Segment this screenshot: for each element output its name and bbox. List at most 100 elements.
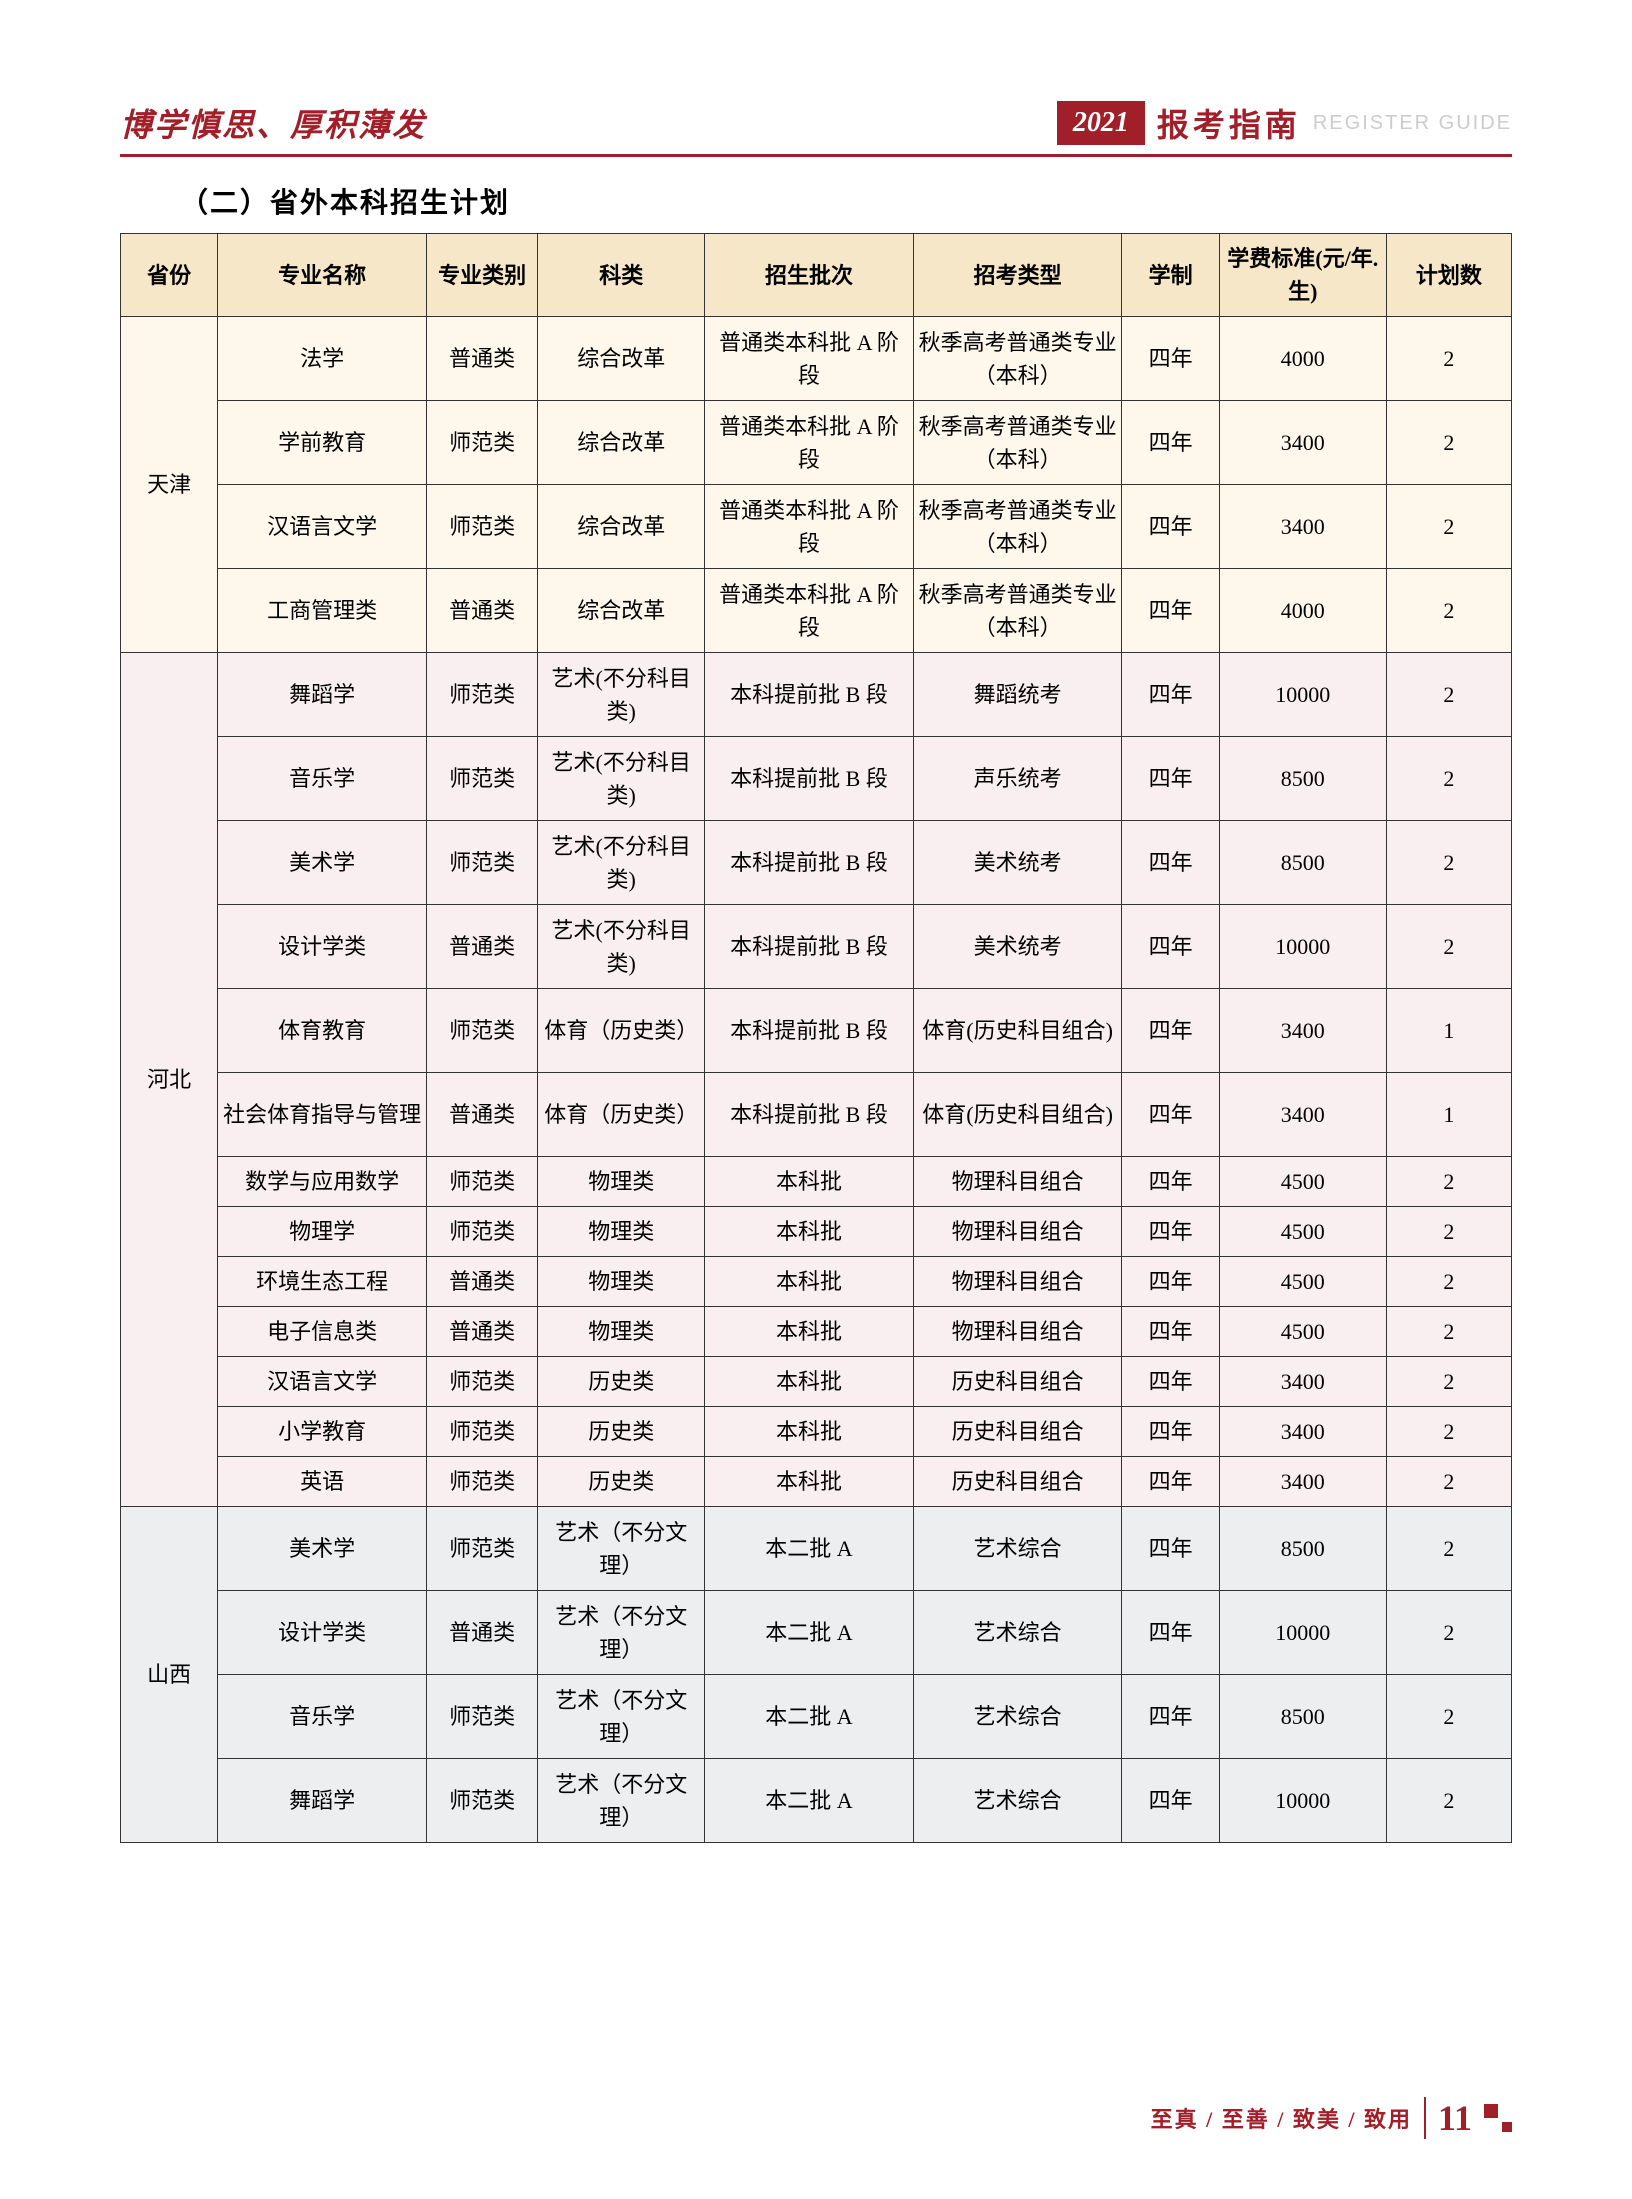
cell: 普通类本科批 A 阶段 <box>705 317 914 401</box>
cell-province: 天津 <box>121 317 218 653</box>
cell: 四年 <box>1122 1157 1219 1207</box>
cell: 8500 <box>1219 1507 1386 1591</box>
cell: 3400 <box>1219 401 1386 485</box>
table-row: 英语师范类历史类本科批历史科目组合四年34002 <box>121 1457 1512 1507</box>
cell: 师范类 <box>427 1407 538 1457</box>
footer-divider <box>1424 2097 1426 2139</box>
page-footer: 至真 / 至善 / 致美 / 致用 11 <box>1151 2097 1512 2139</box>
guide-title-en: REGISTER GUIDE <box>1313 112 1512 135</box>
cell: 2 <box>1386 1507 1511 1591</box>
table-row: 音乐学师范类艺术(不分科目类)本科提前批 B 段声乐统考四年85002 <box>121 737 1512 821</box>
cell: 本科批 <box>705 1307 914 1357</box>
cell: 工商管理类 <box>218 569 427 653</box>
cell: 四年 <box>1122 1457 1219 1507</box>
cell: 本二批 A <box>705 1675 914 1759</box>
table-row: 环境生态工程普通类物理类本科批物理科目组合四年45002 <box>121 1257 1512 1307</box>
cell: 历史科目组合 <box>913 1457 1122 1507</box>
cell: 四年 <box>1122 1073 1219 1157</box>
table-header: 省份 专业名称 专业类别 科类 招生批次 招考类型 学制 学费标准(元/年.生)… <box>121 234 1512 317</box>
cell: 小学教育 <box>218 1407 427 1457</box>
cell: 4500 <box>1219 1157 1386 1207</box>
cell: 2 <box>1386 1457 1511 1507</box>
cell: 普通类 <box>427 1257 538 1307</box>
cell: 普通类 <box>427 1073 538 1157</box>
cell: 四年 <box>1122 1307 1219 1357</box>
cell: 艺术(不分科目类) <box>538 905 705 989</box>
cell: 2 <box>1386 1257 1511 1307</box>
cell: 1 <box>1386 1073 1511 1157</box>
cell: 师范类 <box>427 1675 538 1759</box>
cell: 本科批 <box>705 1207 914 1257</box>
cell: 师范类 <box>427 1457 538 1507</box>
th-major: 专业名称 <box>218 234 427 317</box>
cell: 8500 <box>1219 821 1386 905</box>
cell: 艺术综合 <box>913 1507 1122 1591</box>
cell: 10000 <box>1219 905 1386 989</box>
cell: 普通类 <box>427 569 538 653</box>
cell: 2 <box>1386 1759 1511 1843</box>
cell: 本科批 <box>705 1257 914 1307</box>
cell: 本科提前批 B 段 <box>705 905 914 989</box>
cell: 2 <box>1386 653 1511 737</box>
cell: 美术学 <box>218 821 427 905</box>
cell: 本二批 A <box>705 1759 914 1843</box>
cell: 四年 <box>1122 1357 1219 1407</box>
cell: 2 <box>1386 1675 1511 1759</box>
cell: 学前教育 <box>218 401 427 485</box>
cell: 美术统考 <box>913 905 1122 989</box>
cell: 体育（历史类） <box>538 989 705 1073</box>
cell: 师范类 <box>427 401 538 485</box>
cell: 普通类 <box>427 1591 538 1675</box>
cell-province: 河北 <box>121 653 218 1507</box>
cell: 10000 <box>1219 1759 1386 1843</box>
cell: 10000 <box>1219 1591 1386 1675</box>
cell: 普通类 <box>427 905 538 989</box>
cell: 社会体育指导与管理 <box>218 1073 427 1157</box>
table-row: 舞蹈学师范类艺术（不分文理）本二批 A艺术综合四年100002 <box>121 1759 1512 1843</box>
cell: 1 <box>1386 989 1511 1073</box>
cell: 四年 <box>1122 317 1219 401</box>
table-row: 设计学类普通类艺术(不分科目类)本科提前批 B 段美术统考四年100002 <box>121 905 1512 989</box>
cell: 本科提前批 B 段 <box>705 821 914 905</box>
cell: 普通类 <box>427 1307 538 1357</box>
table-row: 物理学师范类物理类本科批物理科目组合四年45002 <box>121 1207 1512 1257</box>
cell: 物理学 <box>218 1207 427 1257</box>
cell: 物理类 <box>538 1257 705 1307</box>
cell: 历史类 <box>538 1357 705 1407</box>
cell: 师范类 <box>427 1207 538 1257</box>
cell: 历史类 <box>538 1407 705 1457</box>
cell: 4000 <box>1219 317 1386 401</box>
cell: 四年 <box>1122 485 1219 569</box>
cell: 四年 <box>1122 905 1219 989</box>
cell: 本科批 <box>705 1157 914 1207</box>
motto-left: 博学慎思、厚积薄发 <box>120 100 426 146</box>
cell: 2 <box>1386 1591 1511 1675</box>
cell: 本科批 <box>705 1407 914 1457</box>
table-row: 学前教育师范类综合改革普通类本科批 A 阶段秋季高考普通类专业（本科）四年340… <box>121 401 1512 485</box>
cell: 普通类本科批 A 阶段 <box>705 569 914 653</box>
table-row: 设计学类普通类艺术（不分文理）本二批 A艺术综合四年100002 <box>121 1591 1512 1675</box>
cell: 2 <box>1386 905 1511 989</box>
cell: 4500 <box>1219 1307 1386 1357</box>
cell: 四年 <box>1122 1675 1219 1759</box>
cell: 环境生态工程 <box>218 1257 427 1307</box>
cell: 四年 <box>1122 989 1219 1073</box>
table-row: 电子信息类普通类物理类本科批物理科目组合四年45002 <box>121 1307 1512 1357</box>
table-row: 音乐学师范类艺术（不分文理）本二批 A艺术综合四年85002 <box>121 1675 1512 1759</box>
cell: 四年 <box>1122 1207 1219 1257</box>
cell: 3400 <box>1219 1407 1386 1457</box>
year-badge: 2021 <box>1057 101 1145 145</box>
table-body: 天津法学普通类综合改革普通类本科批 A 阶段秋季高考普通类专业（本科）四年400… <box>121 317 1512 1843</box>
cell: 四年 <box>1122 1407 1219 1457</box>
cell: 四年 <box>1122 401 1219 485</box>
cell: 师范类 <box>427 737 538 821</box>
cell: 四年 <box>1122 1591 1219 1675</box>
cell: 物理类 <box>538 1157 705 1207</box>
table-row: 河北舞蹈学师范类艺术(不分科目类)本科提前批 B 段舞蹈统考四年100002 <box>121 653 1512 737</box>
cell: 2 <box>1386 1407 1511 1457</box>
header-rule <box>120 154 1512 157</box>
header-right: 2021 报考指南 REGISTER GUIDE <box>1057 100 1512 146</box>
section-title: （二）省外本科招生计划 <box>180 181 1512 221</box>
cell: 汉语言文学 <box>218 485 427 569</box>
cell: 艺术综合 <box>913 1675 1122 1759</box>
